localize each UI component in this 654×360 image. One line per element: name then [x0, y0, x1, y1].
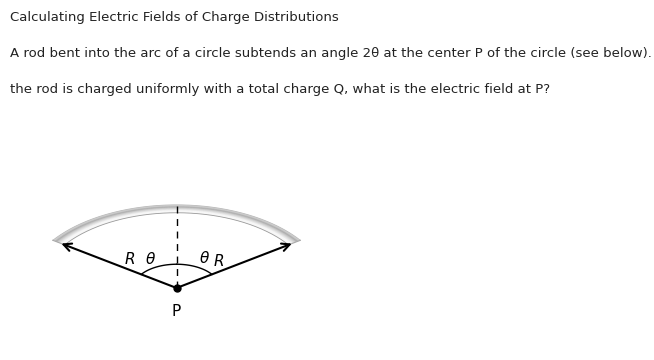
Polygon shape: [61, 211, 292, 244]
Polygon shape: [58, 208, 295, 243]
Polygon shape: [58, 208, 296, 242]
Polygon shape: [63, 212, 290, 244]
Polygon shape: [62, 211, 291, 244]
Polygon shape: [54, 206, 299, 241]
Polygon shape: [63, 212, 290, 244]
Polygon shape: [61, 210, 292, 243]
Text: P: P: [172, 304, 181, 319]
Polygon shape: [54, 205, 300, 240]
Text: Calculating Electric Fields of Charge Distributions: Calculating Electric Fields of Charge Di…: [10, 11, 339, 24]
Polygon shape: [63, 211, 290, 244]
Polygon shape: [56, 207, 297, 242]
Polygon shape: [63, 212, 290, 244]
Text: R: R: [214, 254, 224, 269]
Polygon shape: [58, 208, 295, 242]
Text: R: R: [125, 252, 135, 267]
Text: θ: θ: [145, 252, 155, 267]
Polygon shape: [60, 209, 294, 243]
Polygon shape: [57, 208, 296, 242]
Polygon shape: [55, 206, 298, 241]
Polygon shape: [64, 212, 289, 245]
Polygon shape: [58, 208, 296, 242]
Polygon shape: [53, 205, 300, 240]
Polygon shape: [58, 208, 296, 242]
Polygon shape: [60, 210, 293, 243]
Polygon shape: [54, 206, 299, 241]
Polygon shape: [60, 210, 293, 243]
Polygon shape: [55, 206, 298, 241]
Polygon shape: [61, 210, 292, 244]
Polygon shape: [59, 209, 294, 243]
Polygon shape: [53, 205, 300, 240]
Polygon shape: [63, 212, 290, 244]
Polygon shape: [61, 211, 292, 244]
Text: the rod is charged uniformly with a total charge Q, what is the electric field a: the rod is charged uniformly with a tota…: [10, 83, 550, 96]
Polygon shape: [59, 209, 294, 243]
Polygon shape: [56, 207, 297, 242]
Polygon shape: [56, 207, 298, 242]
Polygon shape: [62, 211, 291, 244]
Polygon shape: [56, 207, 298, 242]
Polygon shape: [57, 207, 296, 242]
Polygon shape: [54, 206, 299, 241]
Polygon shape: [60, 210, 294, 243]
Polygon shape: [60, 210, 293, 243]
Polygon shape: [64, 212, 289, 245]
Text: θ: θ: [199, 251, 209, 266]
Text: A rod bent into the arc of a circle subtends an angle 2θ at the center P of the : A rod bent into the arc of a circle subt…: [10, 47, 654, 60]
Polygon shape: [54, 206, 300, 241]
